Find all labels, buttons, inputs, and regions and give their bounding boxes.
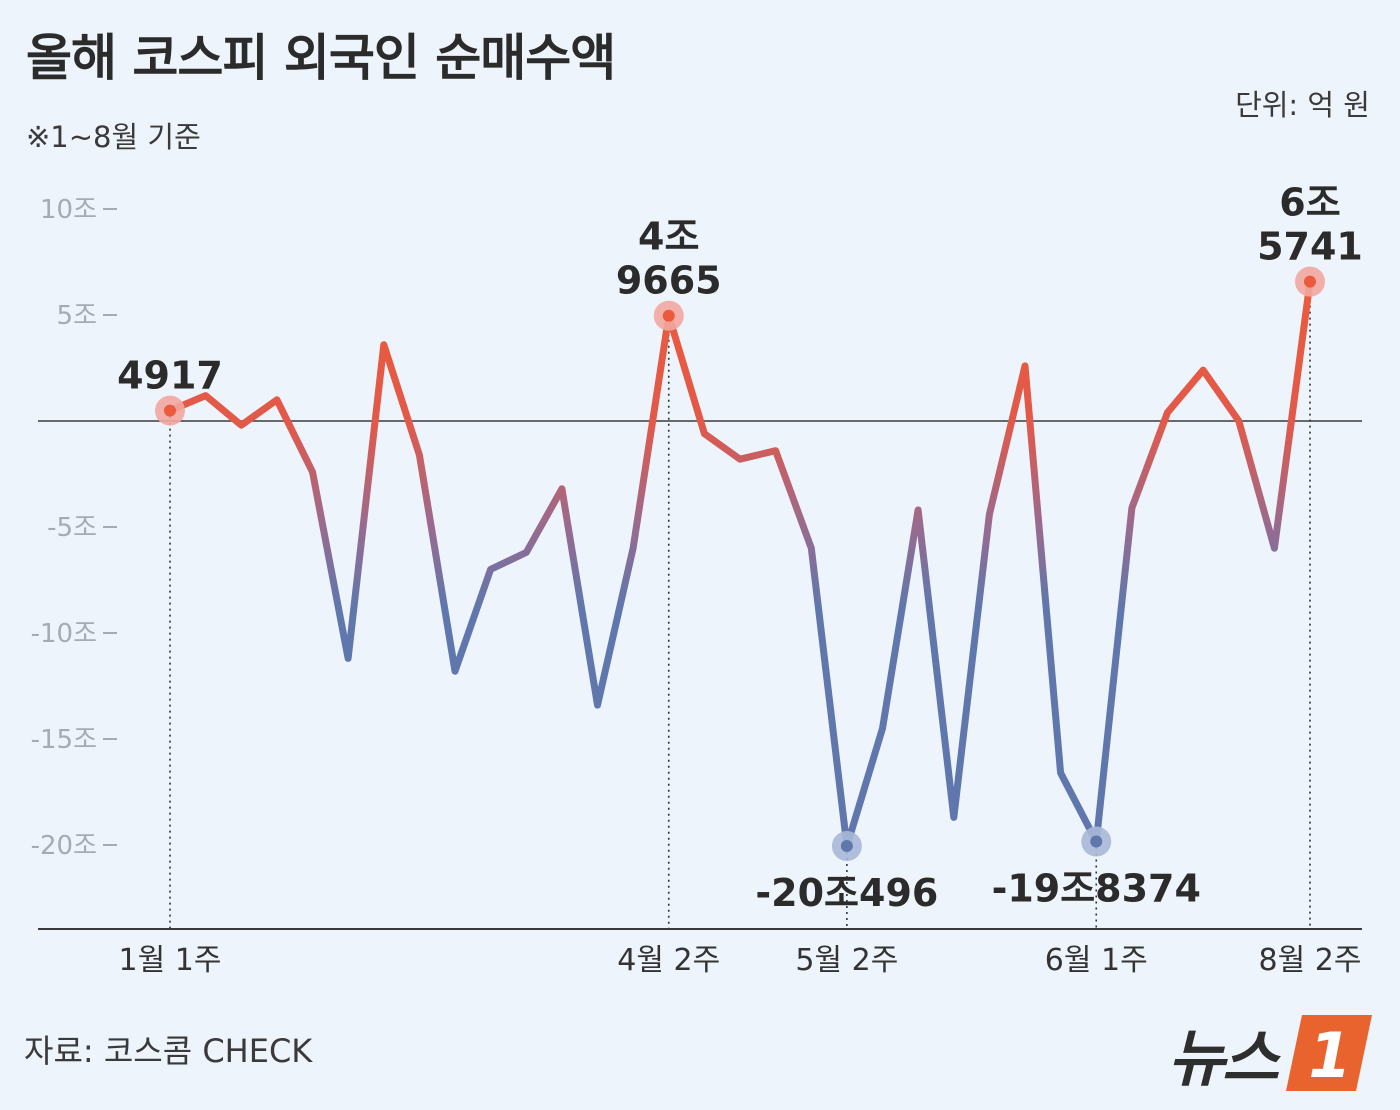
- x-tick-label: 1월 1주: [119, 943, 222, 978]
- value-annotation: 6조: [1279, 181, 1340, 225]
- highlight-dot: [1090, 835, 1103, 848]
- line-chart: 10조 5조 -5조 -10조 -15조 -20조 1월 1주 4월 2주 5월 2주 6월 1…: [31, 181, 1363, 978]
- value-annotation: -20조496: [755, 871, 938, 915]
- x-tick-label: 6월 1주: [1045, 943, 1148, 978]
- y-tick-label: 5조: [57, 301, 97, 331]
- value-annotation: -19조8374: [992, 867, 1201, 911]
- value-annotation: 4917: [117, 354, 223, 398]
- news1-logo: 뉴스 1: [1168, 1008, 1374, 1098]
- chart-title: 올해 코스피 외국인 순매수액: [26, 29, 616, 87]
- y-tick-label: -15조: [31, 725, 97, 755]
- y-tick-label: -5조: [47, 513, 97, 543]
- logo-text: 뉴스: [1167, 1022, 1279, 1095]
- y-tick-label: -10조: [31, 619, 97, 649]
- value-annotation: 9665: [616, 259, 722, 303]
- marker-layer: [155, 266, 1325, 862]
- x-tick-label: 4월 2주: [617, 943, 720, 978]
- logo-badge-text: 1: [1308, 1019, 1351, 1092]
- source-note: 자료: 코스콤 CHECK: [24, 1032, 313, 1070]
- logo-badge-icon: 1: [1286, 1015, 1372, 1092]
- series-layer: [166, 278, 1314, 850]
- x-tick-label: 8월 2주: [1259, 943, 1362, 978]
- highlight-dot: [164, 404, 176, 417]
- value-annotation: 4조: [638, 215, 699, 259]
- grid-layer: 10조 5조 -5조 -10조 -15조 -20조: [31, 195, 1362, 930]
- x-tick-label: 5월 2주: [795, 943, 898, 978]
- chart-subtitle: ※1~8월 기준: [26, 120, 201, 154]
- unit-label: 단위: 억 원: [1235, 88, 1370, 122]
- highlight-dot: [662, 309, 675, 322]
- highlight-dot: [840, 840, 853, 853]
- highlight-dot: [1304, 275, 1316, 288]
- y-tick-label: 10조: [40, 195, 97, 225]
- y-tick-label: -20조: [31, 831, 97, 861]
- value-annotation: 5741: [1257, 225, 1363, 269]
- series-line: [166, 278, 1314, 850]
